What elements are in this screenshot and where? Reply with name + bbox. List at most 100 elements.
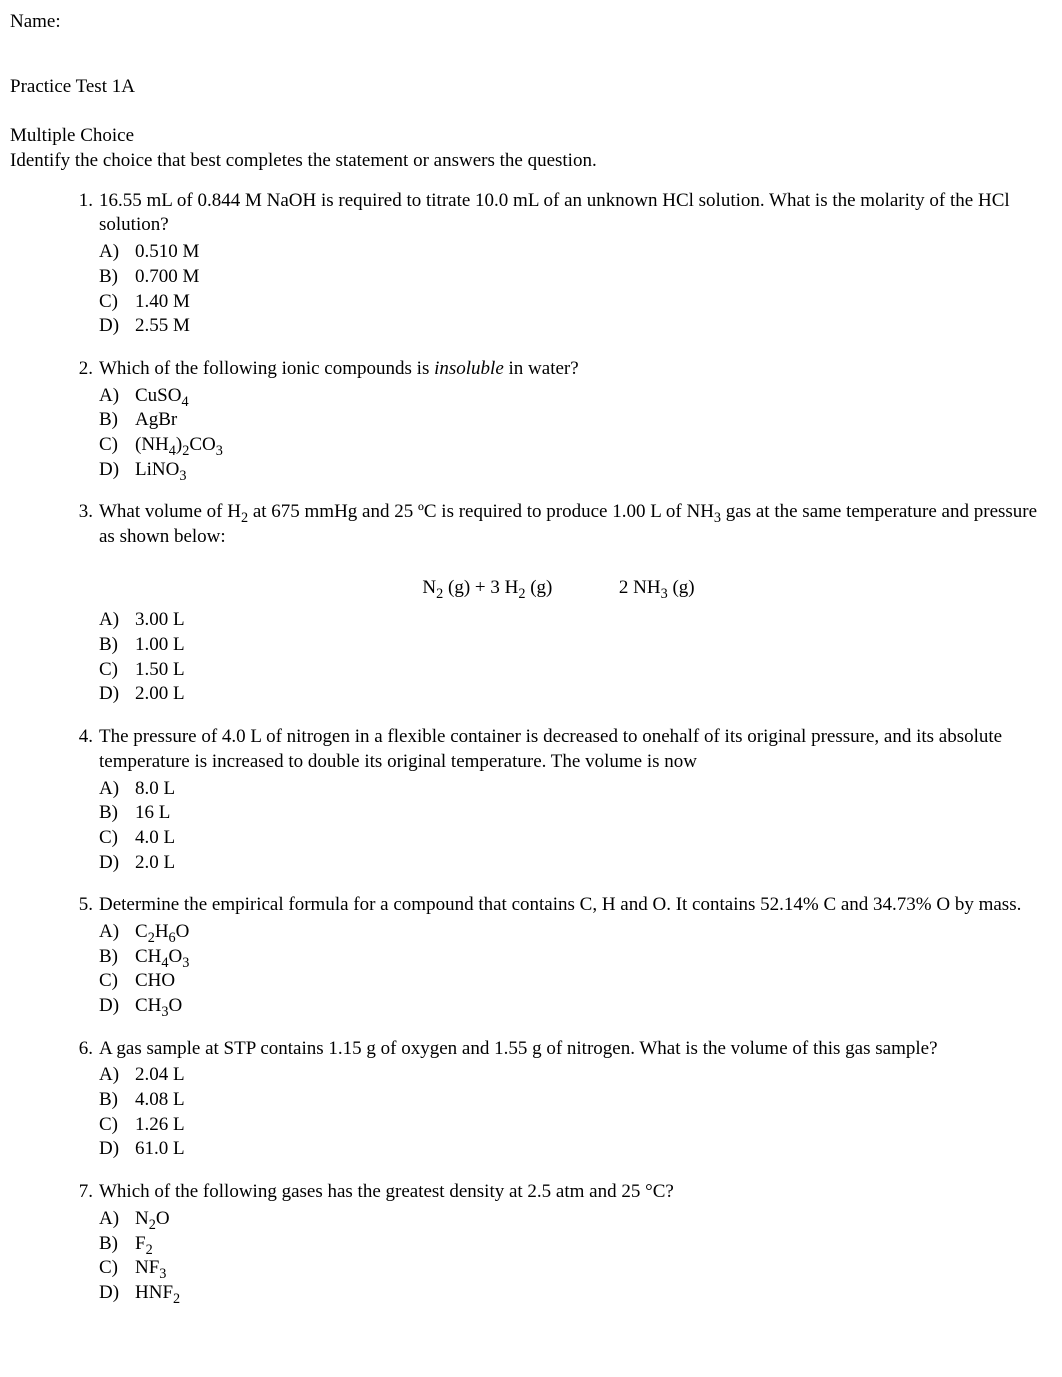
choice-b: B)F2 <box>99 1232 1052 1257</box>
choice-d: D)HNF2 <box>99 1281 1052 1306</box>
choice-d: D)2.0 L <box>99 851 1052 876</box>
choice-letter: C) <box>99 433 135 458</box>
choice-letter: D) <box>99 851 135 876</box>
choice-text: 1.26 L <box>135 1113 185 1138</box>
choice-letter: A) <box>99 1207 135 1232</box>
choice-a: A)0.510 M <box>99 240 1052 265</box>
equation: N2 (g) + 3 H2 (g) 2 NH3 (g) <box>65 576 1052 601</box>
choice-d: D)61.0 L <box>99 1137 1052 1162</box>
question-number: 1. <box>65 189 99 238</box>
choice-letter: C) <box>99 969 135 994</box>
choice-letter: D) <box>99 682 135 707</box>
question-body: Which of the following gases has the gre… <box>99 1180 1052 1205</box>
choice-d: D)2.55 M <box>99 314 1052 339</box>
choice-letter: C) <box>99 290 135 315</box>
choice-text: 4.08 L <box>135 1088 185 1113</box>
choice-d: D)2.00 L <box>99 682 1052 707</box>
choice-c: C)1.40 M <box>99 290 1052 315</box>
choice-text: N2O <box>135 1207 170 1232</box>
choice-text: LiNO3 <box>135 458 186 483</box>
question-5: 5. Determine the empirical formula for a… <box>65 893 1052 1018</box>
choice-letter: A) <box>99 240 135 265</box>
choice-letter: C) <box>99 658 135 683</box>
choice-b: B)CH4O3 <box>99 945 1052 970</box>
question-body: What volume of H2 at 675 mmHg and 25 ºC … <box>99 500 1052 549</box>
choice-letter: B) <box>99 265 135 290</box>
choice-c: C)(NH4)2CO3 <box>99 433 1052 458</box>
choice-letter: C) <box>99 1113 135 1138</box>
choice-text: (NH4)2CO3 <box>135 433 223 458</box>
choice-text: 16 L <box>135 801 170 826</box>
section-title: Multiple Choice <box>10 124 1052 149</box>
choice-a: A)CuSO4 <box>99 384 1052 409</box>
question-6: 6. A gas sample at STP contains 1.15 g o… <box>65 1037 1052 1162</box>
question-body: A gas sample at STP contains 1.15 g of o… <box>99 1037 1052 1062</box>
choice-text: 8.0 L <box>135 777 175 802</box>
choice-letter: A) <box>99 920 135 945</box>
choice-b: B)AgBr <box>99 408 1052 433</box>
choice-letter: D) <box>99 994 135 1019</box>
choice-letter: A) <box>99 777 135 802</box>
choice-letter: C) <box>99 826 135 851</box>
choice-letter: B) <box>99 945 135 970</box>
choice-letter: A) <box>99 384 135 409</box>
choice-a: A)N2O <box>99 1207 1052 1232</box>
choice-c: C)4.0 L <box>99 826 1052 851</box>
choice-text: 4.0 L <box>135 826 175 851</box>
choice-text: AgBr <box>135 408 177 433</box>
choice-text: F2 <box>135 1232 153 1257</box>
questions-container: 1. 16.55 mL of 0.844 M NaOH is required … <box>10 189 1052 1306</box>
choice-c: C)1.26 L <box>99 1113 1052 1138</box>
choice-letter: A) <box>99 608 135 633</box>
choice-b: B)1.00 L <box>99 633 1052 658</box>
choice-letter: C) <box>99 1256 135 1281</box>
choice-text: HNF2 <box>135 1281 180 1306</box>
section-instructions: Identify the choice that best completes … <box>10 149 1052 174</box>
choice-b: B)4.08 L <box>99 1088 1052 1113</box>
question-7: 7. Which of the following gases has the … <box>65 1180 1052 1305</box>
choice-b: B)0.700 M <box>99 265 1052 290</box>
choice-text: 0.510 M <box>135 240 199 265</box>
choice-text: 2.0 L <box>135 851 175 876</box>
choice-text: 0.700 M <box>135 265 199 290</box>
choice-text: 2.04 L <box>135 1063 185 1088</box>
question-number: 2. <box>65 357 99 382</box>
choice-d: D)LiNO3 <box>99 458 1052 483</box>
choice-a: A)8.0 L <box>99 777 1052 802</box>
choice-letter: B) <box>99 1232 135 1257</box>
choice-text: NF3 <box>135 1256 166 1281</box>
question-body: 16.55 mL of 0.844 M NaOH is required to … <box>99 189 1052 238</box>
choice-letter: D) <box>99 1281 135 1306</box>
question-1: 1. 16.55 mL of 0.844 M NaOH is required … <box>65 189 1052 339</box>
name-label: Name: <box>10 10 1052 35</box>
choice-text: 1.40 M <box>135 290 190 315</box>
question-number: 6. <box>65 1037 99 1062</box>
question-4: 4. The pressure of 4.0 L of nitrogen in … <box>65 725 1052 875</box>
choice-text: CH3O <box>135 994 182 1019</box>
choice-text: CuSO4 <box>135 384 189 409</box>
choice-c: C)1.50 L <box>99 658 1052 683</box>
choice-c: C)CHO <box>99 969 1052 994</box>
choice-text: CH4O3 <box>135 945 189 970</box>
choice-letter: B) <box>99 801 135 826</box>
choice-letter: A) <box>99 1063 135 1088</box>
question-number: 3. <box>65 500 99 549</box>
choice-letter: D) <box>99 1137 135 1162</box>
choice-a: A)3.00 L <box>99 608 1052 633</box>
choice-text: 1.00 L <box>135 633 185 658</box>
question-body: The pressure of 4.0 L of nitrogen in a f… <box>99 725 1052 774</box>
question-body: Which of the following ionic compounds i… <box>99 357 1052 382</box>
question-2: 2. Which of the following ionic compound… <box>65 357 1052 482</box>
choice-letter: D) <box>99 314 135 339</box>
choice-b: B)16 L <box>99 801 1052 826</box>
choice-text: 1.50 L <box>135 658 185 683</box>
choice-d: D)CH3O <box>99 994 1052 1019</box>
choice-letter: B) <box>99 408 135 433</box>
choice-text: 61.0 L <box>135 1137 185 1162</box>
question-3: 3. What volume of H2 at 675 mmHg and 25 … <box>65 500 1052 707</box>
choice-c: C)NF3 <box>99 1256 1052 1281</box>
question-number: 4. <box>65 725 99 774</box>
choice-a: A)C2H6O <box>99 920 1052 945</box>
choice-letter: D) <box>99 458 135 483</box>
choice-text: CHO <box>135 969 175 994</box>
